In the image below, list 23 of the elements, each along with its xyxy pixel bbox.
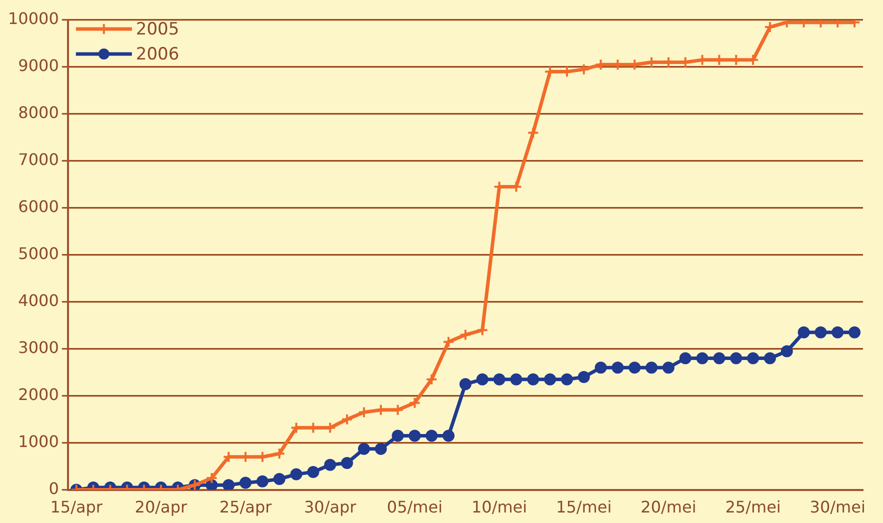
x-tick-label: 25/mei (725, 498, 781, 517)
x-tick-label: 30/apr (304, 498, 357, 517)
x-tick-label: 20/apr (134, 498, 188, 517)
y-tick-label: 4000 (18, 291, 59, 310)
x-tick-label: 30/mei (810, 498, 866, 517)
x-tick-label: 10/mei (471, 498, 528, 517)
y-tick-label: 3000 (18, 338, 59, 358)
legend-label: 2005 (136, 19, 180, 40)
y-tick-label: 7000 (18, 150, 59, 170)
y-tick-label: 10000 (8, 9, 59, 28)
y-tick-label: 1000 (18, 432, 59, 451)
x-tick-label: 05/mei (386, 498, 443, 517)
legend-label: 2006 (136, 44, 180, 64)
x-tick-label: 25/apr (219, 498, 272, 517)
x-tick-label: 20/mei (640, 498, 696, 517)
y-tick-label: 2000 (18, 384, 59, 404)
y-tick-label: 5000 (18, 244, 59, 264)
y-tick-label: 9000 (18, 56, 59, 76)
x-tick-label: 15/apr (50, 498, 103, 517)
x-tick-label: 15/mei (556, 498, 612, 517)
y-tick-label: 8000 (18, 103, 59, 122)
y-tick-label: 6000 (18, 197, 59, 216)
y-tick-label: 0 (48, 478, 59, 498)
